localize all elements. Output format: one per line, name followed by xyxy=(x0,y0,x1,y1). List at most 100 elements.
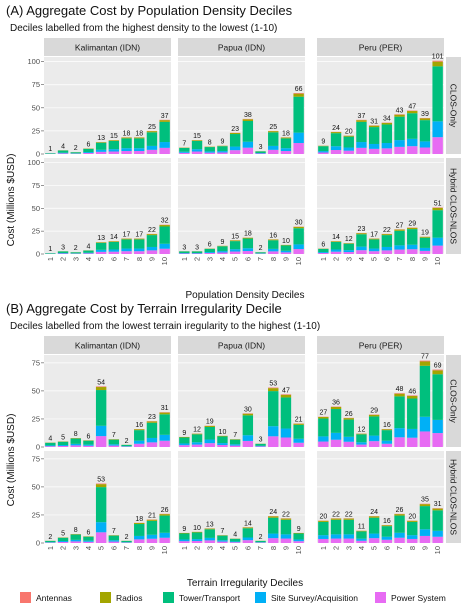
bar-segment-tower-transport-1 xyxy=(318,248,329,253)
bar-segment-site-survey-acquisition-4 xyxy=(217,151,228,153)
bar-segment-tower-transport-1 xyxy=(318,146,329,152)
x-tick-label: 8 xyxy=(269,257,278,261)
bar-segment-power-system-5 xyxy=(95,151,107,154)
bar-segment-site-survey-acquisition-8 xyxy=(134,440,145,444)
data-label: 18 xyxy=(135,516,143,523)
bar-segment-tower-transport-7 xyxy=(255,443,266,446)
bar-segment-site-survey-acquisition-8 xyxy=(407,535,418,539)
data-label: 5 xyxy=(61,434,65,441)
bar-segment-power-system-8 xyxy=(134,443,145,447)
bar-segment-tower-transport-6 xyxy=(108,535,120,541)
bar-segment-tower-transport-4 xyxy=(356,531,367,539)
data-label: 20 xyxy=(408,514,416,521)
x-tick-label: 1 xyxy=(180,546,189,550)
bar-segment-tower-transport-6 xyxy=(242,528,254,538)
bar-segment-tower-transport-3 xyxy=(204,529,215,538)
data-label: 2 xyxy=(74,245,78,252)
bar-segment-tower-transport-4 xyxy=(356,121,367,143)
bar-segment-site-survey-acquisition-9 xyxy=(419,416,431,432)
bar-segment-tower-transport-3 xyxy=(70,438,81,444)
panels-layer: Kalimantan (IDN) Papua (IDN) Peru (PER) CLO… xyxy=(27,38,461,554)
bar-segment-site-survey-acquisition-2 xyxy=(330,146,342,151)
bar-segment-tower-transport-5 xyxy=(368,517,380,534)
bar-segment-radios-1 xyxy=(179,533,190,534)
bar-segment-radios-9 xyxy=(419,236,431,238)
legend: Antennas Radios Tower/Transport Site Sur… xyxy=(20,592,446,603)
bar-segment-radios-9 xyxy=(146,421,158,423)
bar-segment-site-survey-acquisition-4 xyxy=(217,443,228,445)
bar-segment-antennas-5 xyxy=(95,386,107,388)
density-panel-2-2: 3 3 6 9 15 18 2 16 10 30 xyxy=(178,158,305,255)
data-label: 23 xyxy=(358,226,366,233)
bar-segment-power-system-2 xyxy=(191,540,203,543)
bar-segment-radios-8 xyxy=(407,395,418,399)
bar-segment-tower-transport-4 xyxy=(83,440,94,445)
bar-segment-power-system-6 xyxy=(242,440,254,447)
bar-segment-power-system-10 xyxy=(293,541,304,543)
bar-segment-power-system-1 xyxy=(179,152,190,154)
x-tick-label: 9 xyxy=(281,257,290,261)
x-tick-label: 10 xyxy=(160,546,169,554)
data-label: 15 xyxy=(193,133,201,140)
bar-segment-tower-transport-2 xyxy=(57,441,69,446)
chart-b-ylabel: Cost (Millions $USD) xyxy=(6,414,17,507)
data-label: 17 xyxy=(370,231,378,238)
bar-segment-site-survey-acquisition-8 xyxy=(407,244,418,250)
data-label: 10 xyxy=(219,429,227,436)
bar-segment-power-system-4 xyxy=(217,252,228,254)
bar-segment-radios-6 xyxy=(242,413,254,416)
bar-segment-power-system-8 xyxy=(134,251,145,254)
bar-segment-tower-transport-7 xyxy=(394,515,405,533)
bar-segment-tower-transport-4 xyxy=(217,535,228,541)
data-label: 2 xyxy=(259,534,263,541)
bar-segment-site-survey-acquisition-9 xyxy=(280,428,292,438)
bar-segment-tower-transport-2 xyxy=(191,140,203,150)
bar-segment-site-survey-acquisition-9 xyxy=(419,141,431,148)
chart-a-xlabel: Population Density Deciles xyxy=(186,290,305,301)
density-panel-3-1: 9 24 20 37 31 34 43 47 39 101 xyxy=(317,54,444,155)
bar-segment-site-survey-acquisition-10 xyxy=(293,244,304,250)
bar-segment-site-survey-acquisition-6 xyxy=(242,537,254,541)
x-tick-label: 10 xyxy=(294,257,303,265)
y-tick-label: 0 xyxy=(36,150,40,159)
bar-segment-site-survey-acquisition-9 xyxy=(146,145,158,150)
bar-segment-radios-5 xyxy=(368,414,380,417)
data-label: 16 xyxy=(383,518,391,525)
bar-segment-tower-transport-6 xyxy=(108,439,120,445)
bar-segment-site-survey-acquisition-3 xyxy=(204,537,215,541)
data-label: 20 xyxy=(345,129,353,136)
bar-segment-radios-10 xyxy=(293,533,304,534)
bar-segment-power-system-9 xyxy=(280,252,292,254)
terrain-panel-1-1: 4 5 8 6 54 7 2 16 23 31 xyxy=(44,355,171,448)
y-tick-label: 0 xyxy=(36,539,40,548)
data-label: 13 xyxy=(206,521,214,528)
bar-segment-radios-6 xyxy=(108,241,120,242)
data-label: 10 xyxy=(282,238,290,245)
bar-segment-radios-2 xyxy=(191,140,203,141)
bar-segment-tower-transport-3 xyxy=(204,426,215,440)
bar-segment-radios-10 xyxy=(159,412,170,415)
bar-segment-radios-6 xyxy=(108,140,120,141)
bar-segment-radios-2 xyxy=(330,241,342,242)
bar-segment-radios-8 xyxy=(268,516,279,518)
bar-segment-antennas-8 xyxy=(268,387,279,389)
bar-segment-tower-transport-1 xyxy=(318,418,329,437)
bar-segment-power-system-8 xyxy=(407,437,418,447)
y-tick-label: 50 xyxy=(32,103,40,112)
y-tick-label: 50 xyxy=(32,482,40,491)
bar-segment-tower-transport-1 xyxy=(179,533,190,540)
bar-segment-tower-transport-8 xyxy=(268,240,279,249)
data-label: 2 xyxy=(74,145,78,152)
bar-segment-site-survey-acquisition-2 xyxy=(57,445,69,446)
bar-segment-radios-10 xyxy=(432,207,443,211)
bar-segment-tower-transport-9 xyxy=(280,519,292,535)
bar-segment-power-system-4 xyxy=(217,152,228,154)
bar-segment-site-survey-acquisition-9 xyxy=(146,437,158,443)
bar-segment-site-survey-acquisition-2 xyxy=(191,539,203,541)
data-label: 17 xyxy=(123,231,131,238)
bar-segment-radios-5 xyxy=(368,516,380,518)
bar-segment-tower-transport-1 xyxy=(45,442,56,446)
bar-segment-tower-transport-7 xyxy=(255,540,266,543)
bar-segment-tower-transport-6 xyxy=(242,238,254,249)
data-label: 18 xyxy=(282,130,290,137)
